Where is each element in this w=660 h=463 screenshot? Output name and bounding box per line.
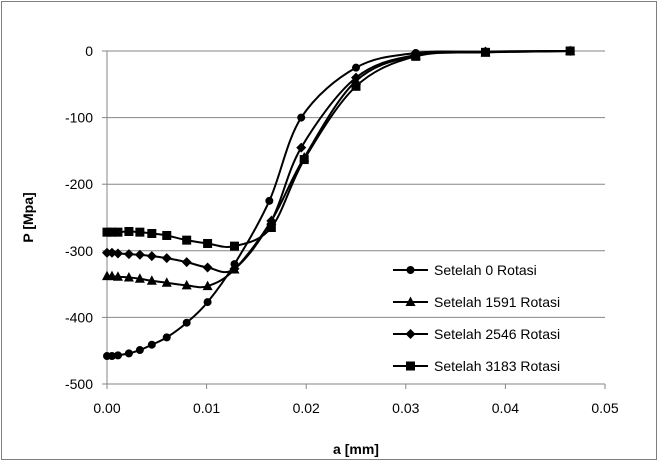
- legend-marker-circle: [406, 266, 415, 274]
- data-point-triangle: [112, 271, 123, 281]
- x-axis-label: a [mm]: [333, 441, 379, 457]
- data-point-diamond: [106, 247, 117, 258]
- series-line-1: [106, 50, 571, 358]
- data-point-square: [135, 227, 145, 237]
- series-line-2: [106, 50, 571, 289]
- data-point-diamond: [161, 253, 172, 264]
- data-point-diamond: [146, 251, 157, 262]
- y-tick-label: -300: [65, 243, 93, 259]
- data-point-circle: [203, 298, 212, 307]
- data-point-triangle: [146, 275, 157, 285]
- legend: Setelah 0 Rotasi Setelah 1591 Rotasi Setel…: [393, 262, 560, 374]
- y-tick-label: -400: [65, 309, 93, 325]
- data-point-square: [147, 228, 157, 238]
- data-point-triangle: [134, 273, 145, 283]
- data-point-triangle: [123, 271, 134, 282]
- series-line-4: [107, 50, 571, 248]
- data-point-circle: [182, 318, 191, 327]
- data-point-square: [162, 230, 172, 240]
- x-tick-label: 0.04: [492, 400, 519, 416]
- legend-marker-diamond: [405, 329, 416, 339]
- series-line-3: [106, 50, 571, 274]
- data-point-diamond: [202, 262, 213, 273]
- legend-marker-triangle: [405, 296, 416, 306]
- x-tick-label: 0.02: [293, 400, 320, 416]
- x-tick-label: 0.01: [193, 400, 220, 416]
- data-point-diamond: [134, 249, 145, 260]
- data-point-square: [203, 238, 213, 248]
- data-point-triangle: [202, 280, 213, 291]
- data-point-circle: [107, 352, 116, 361]
- data-point-triangle: [106, 270, 117, 281]
- data-point-square: [124, 226, 134, 236]
- data-point-square: [480, 47, 490, 57]
- data-point-circle: [265, 196, 274, 205]
- data-point-circle: [147, 340, 156, 349]
- series-markers: [102, 45, 576, 361]
- legend-entry: Setelah 0 Rotasi: [434, 262, 537, 278]
- x-tick-label: 0.05: [591, 400, 618, 416]
- data-point-diamond: [123, 249, 134, 260]
- data-point-square: [113, 227, 123, 237]
- data-point-circle: [352, 63, 360, 72]
- y-tick-label: -100: [65, 110, 93, 126]
- data-point-circle: [135, 346, 144, 355]
- data-point-diamond: [112, 248, 123, 259]
- data-point-square: [565, 46, 575, 56]
- data-point-square: [182, 235, 192, 245]
- data-point-circle: [162, 333, 171, 342]
- x-tick-label: 0.00: [93, 400, 120, 416]
- data-point-circle: [124, 349, 133, 358]
- y-tick-label: 0: [85, 43, 93, 59]
- data-point-triangle: [181, 279, 192, 290]
- x-tick-label: 0.03: [392, 400, 419, 416]
- data-point-square: [229, 241, 239, 251]
- y-tick-label: -500: [65, 376, 93, 392]
- data-point-diamond: [229, 263, 240, 274]
- data-point-circle: [297, 113, 306, 122]
- data-point-square: [266, 222, 276, 232]
- data-point-diamond: [296, 142, 307, 153]
- data-point-triangle: [161, 277, 172, 287]
- data-point-square: [411, 51, 421, 61]
- series-lines: [106, 50, 571, 358]
- legend-entry: Setelah 2546 Rotasi: [434, 326, 560, 342]
- y-tick-label: -200: [65, 176, 93, 192]
- legend-marker-square: [406, 361, 415, 371]
- data-point-diamond: [181, 257, 192, 268]
- data-point-square: [351, 81, 361, 91]
- data-point-square: [102, 227, 112, 237]
- data-point-square: [299, 155, 309, 165]
- legend-entry: Setelah 1591 Rotasi: [434, 294, 560, 310]
- legend-entry: Setelah 3183 Rotasi: [434, 358, 560, 374]
- data-point-diamond: [351, 72, 361, 83]
- data-point-circle: [113, 351, 122, 360]
- data-point-square: [107, 227, 117, 237]
- y-axis-label: P [Mpa]: [20, 192, 36, 242]
